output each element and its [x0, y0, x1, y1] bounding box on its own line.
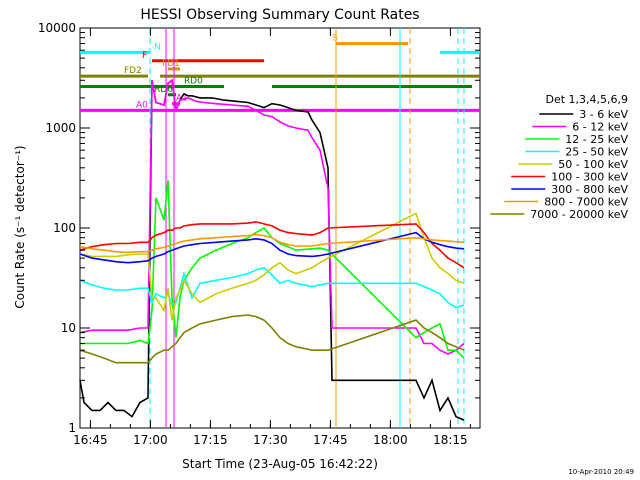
- flag-label-fd1: FD1: [162, 59, 180, 69]
- x-tick-label-5: 18:00: [373, 433, 408, 447]
- series-line-7: [79, 233, 465, 254]
- y-axis-label: Count Rate (s⁻¹ detector⁻¹): [13, 145, 27, 308]
- flag-label-a1: A1: [176, 94, 188, 104]
- plot-background: [79, 27, 481, 429]
- flag-label-f: F: [142, 51, 147, 61]
- legend-label-0: 3 - 6 keV: [579, 108, 628, 121]
- flag-label-fd2: FD2: [124, 66, 142, 76]
- legend-label-3: 25 - 50 keV: [565, 146, 628, 159]
- plot-frame: [79, 27, 481, 429]
- flag-label-rd6: RD6: [154, 85, 173, 95]
- legend-label-6: 300 - 800 keV: [551, 183, 628, 196]
- x-tick-label-0: 16:45: [73, 433, 108, 447]
- x-tick-label-6: 18:15: [433, 433, 468, 447]
- legend-label-1: 6 - 12 keV: [572, 121, 628, 134]
- legend-label-5: 100 - 300 keV: [551, 171, 628, 184]
- axes: 16:45 17:00 17:15 17:30 17:45 18:00 18:15 1 10 10…: [38, 21, 480, 447]
- timestamp: 10-Apr-2010 20:49: [568, 468, 634, 476]
- y-tick-label-1: 10: [61, 321, 76, 335]
- series-line-0: [79, 78, 465, 421]
- x-tick-label-1: 17:00: [133, 433, 168, 447]
- series-line-6: [79, 231, 465, 264]
- series-line-2: [80, 180, 465, 359]
- x-tick-label-4: 17:45: [313, 433, 348, 447]
- chart-title: HESSI Observing Summary Count Rates: [140, 7, 419, 23]
- flag-label-rd0: RD0: [184, 77, 203, 87]
- legend-label-7: 800 - 7000 keV: [544, 196, 628, 209]
- x-tick-label-2: 17:15: [193, 433, 228, 447]
- series-line-4: [79, 212, 465, 321]
- series-line-5: [79, 221, 465, 269]
- series-line-3: [79, 266, 465, 309]
- legend-title: Det 1,3,4,5,6,9: [545, 93, 628, 106]
- series-line-8: [79, 314, 465, 364]
- series-line-1: [79, 78, 465, 355]
- flag-label-s: S: [332, 33, 338, 43]
- flag-label-n: N: [154, 42, 161, 52]
- y-tick-label-2: 100: [53, 221, 76, 235]
- x-tick-label-3: 17:30: [253, 433, 288, 447]
- y-tick-label-4: 10000: [38, 21, 76, 35]
- x-axis-label: Start Time (23-Aug-05 16:42:22): [182, 457, 378, 471]
- legend-label-2: 12 - 25 keV: [565, 133, 628, 146]
- legend-label-8: 7000 - 20000 keV: [530, 208, 628, 221]
- y-tick-label-3: 1000: [45, 121, 76, 135]
- y-tick-label-0: 1: [68, 421, 76, 435]
- legend-label-4: 50 - 100 keV: [558, 158, 628, 171]
- flag-label-a0: A0: [136, 100, 148, 110]
- data-series: [79, 78, 465, 421]
